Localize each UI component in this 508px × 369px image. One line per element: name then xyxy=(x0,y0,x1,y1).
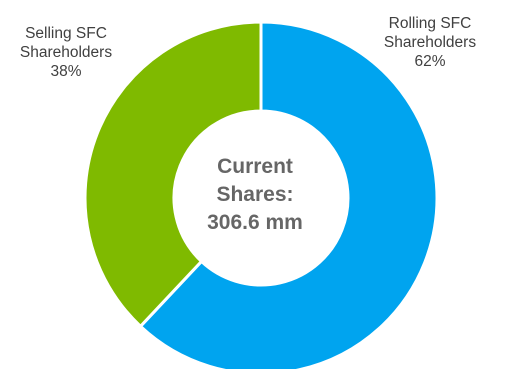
donut-slice-selling-sfc-shareholders xyxy=(83,20,263,329)
slice-label-selling-percent: 38% xyxy=(50,63,82,80)
donut-slice-rolling-sfc-shareholders xyxy=(138,20,439,369)
slice-label-selling-sfc-shareholders: Selling SFC Shareholders 38% xyxy=(2,24,130,81)
slice-label-rolling-percent: 62% xyxy=(414,53,446,70)
slice-label-rolling-line1: Rolling SFC xyxy=(388,15,472,32)
center-label-line2: Shares: xyxy=(216,183,294,206)
slice-label-rolling-line2: Shareholders xyxy=(383,34,477,51)
center-label-line3: 306.6 mm xyxy=(207,211,303,234)
center-label-line1: Current xyxy=(217,155,293,178)
slice-label-selling-line2: Shareholders xyxy=(19,44,113,61)
donut-center-label: Current Shares: 306.6 mm xyxy=(181,153,329,237)
donut-slices xyxy=(83,20,439,369)
slice-label-rolling-sfc-shareholders: Rolling SFC Shareholders 62% xyxy=(366,14,494,71)
slice-label-selling-line1: Selling SFC xyxy=(25,25,107,42)
